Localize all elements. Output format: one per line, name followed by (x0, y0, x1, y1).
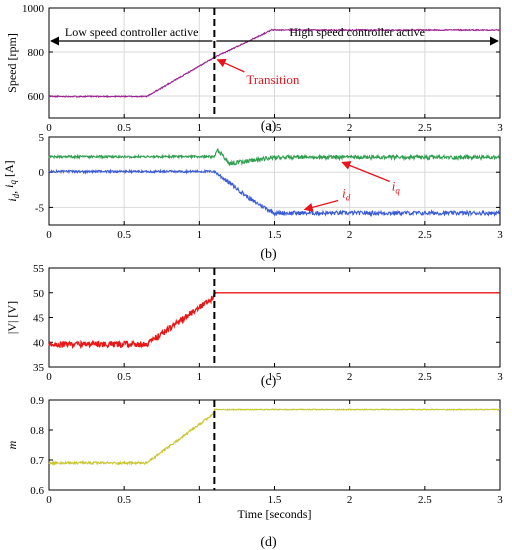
x-tick-label: 2 (347, 122, 353, 134)
low-speed-label: Low speed controller active (65, 25, 199, 39)
x-tick-label: 2 (347, 494, 353, 506)
x-tick-label: 2.5 (418, 122, 432, 134)
x-tick-label: 0 (46, 371, 52, 383)
x-tick-label: 3 (497, 229, 503, 241)
y-tick-label: 45 (33, 313, 45, 325)
y-axis-label: |V| [V] (5, 301, 19, 334)
x-tick-label: 2.5 (418, 371, 432, 383)
y-axis-label: id, iq [A] (2, 160, 21, 201)
panel-label: (d) (260, 535, 277, 550)
x-tick-label: 3 (497, 494, 503, 506)
panel-d: 0 0.5 1 1.5 2 2.5 3 0.6 0.7 0.8 0.9 m Time [seconds]… (5, 395, 503, 550)
x-tick-label: 0.5 (117, 122, 131, 134)
panel-b: 0 0.5 1 1.5 2 2.5 3 -5 0 5 id, iq [A] (b) iq id (2, 132, 503, 262)
y-axis-label: Speed [rpm] (5, 33, 19, 93)
series-line-iq (48, 148, 501, 167)
x-tick-label: 1.5 (268, 494, 282, 506)
panel-label: (a) (261, 119, 277, 134)
x-tick-label: 0.5 (117, 229, 131, 241)
iq-arrow (341, 161, 391, 183)
id-arrow (303, 199, 339, 212)
x-tick-label: 2 (347, 229, 353, 241)
x-tick-label: 0 (46, 229, 52, 241)
series-line (48, 407, 501, 466)
panel-label: (b) (260, 247, 277, 262)
x-tick-label: 1 (197, 229, 203, 241)
x-tick-label: 3 (497, 371, 503, 383)
transition-label: Transition (246, 72, 299, 87)
y-tick-label: 800 (28, 47, 45, 59)
series-line-id (48, 168, 501, 218)
x-tick-label: 3 (497, 122, 503, 134)
y-tick-label: 0.6 (30, 485, 44, 497)
x-tick-label: 2.5 (418, 494, 432, 506)
x-tick-label: 1 (197, 122, 203, 134)
x-tick-label: 1 (197, 494, 203, 506)
x-tick-label: 2.5 (418, 229, 432, 241)
id-label: id (342, 186, 351, 203)
y-tick-label: 55 (33, 263, 45, 275)
series-line (48, 28, 501, 99)
x-tick-label: 0.5 (117, 371, 131, 383)
y-tick-label: 0.7 (30, 455, 44, 467)
x-axis-label: Time [seconds] (238, 507, 312, 521)
iq-label: iq (392, 179, 401, 196)
y-tick-label: 35 (33, 362, 45, 374)
x-tick-label: 1.5 (268, 122, 282, 134)
y-tick-label: 600 (28, 91, 45, 103)
x-tick-label: 1.5 (268, 371, 282, 383)
x-tick-label: 1.5 (268, 229, 282, 241)
y-tick-label: 50 (33, 288, 45, 300)
transition-arrow (216, 58, 245, 73)
y-axis-label: m (5, 440, 19, 449)
y-tick-label: -5 (35, 202, 45, 214)
y-tick-label: 40 (33, 337, 45, 349)
series-line (48, 288, 500, 350)
x-tick-label: 2 (347, 371, 353, 383)
x-tick-label: 1 (197, 371, 203, 383)
panel-a: 0 0.5 1 1.5 2 2.5 3 600 800 1000 Speed [rpm] (a) Low… (5, 3, 503, 134)
y-tick-label: 0.8 (30, 425, 44, 437)
panel-c: 0 0.5 1 1.5 2 2.5 3 35 40 45 50 55 |V| [V] (c) (5, 263, 503, 389)
axes-box (48, 267, 501, 368)
panel-label: (c) (261, 374, 277, 389)
axes-box (48, 399, 501, 491)
y-tick-label: 1000 (22, 3, 45, 15)
x-tick-label: 0.5 (117, 494, 131, 506)
y-tick-label: 0 (39, 167, 45, 179)
y-tick-label: 0.9 (30, 395, 44, 407)
x-tick-label: 0 (46, 122, 52, 134)
y-tick-label: 5 (39, 132, 45, 144)
high-speed-label: High speed controller active (289, 25, 425, 39)
x-tick-label: 0 (46, 494, 52, 506)
